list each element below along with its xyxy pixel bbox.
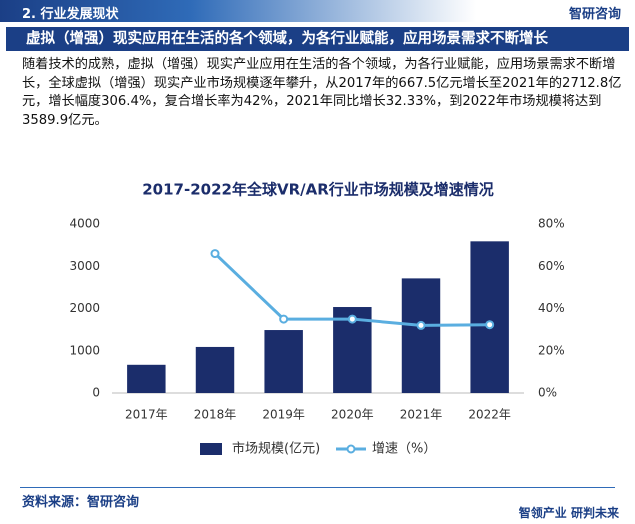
section-title: 2. 行业发展现状: [22, 7, 119, 22]
line-point: [416, 320, 426, 330]
slogan: 智领产业: [518, 506, 567, 520]
x-tick-label: 2022年: [468, 408, 511, 422]
y-tick-label: 3000: [69, 259, 100, 273]
chart: 2017-2022年全球VR/AR行业市场规模及增速情况 0 1000 2000 30…: [69, 181, 565, 457]
y2-tick-label: 80%: [538, 217, 565, 231]
bar: [470, 241, 509, 393]
x-tick-label: 2019年: [262, 408, 305, 422]
y2-tick-label: 40%: [538, 301, 565, 315]
y2-tick-label: 20%: [538, 343, 565, 357]
chart-title: 2017-2022年全球VR/AR行业市场规模及增速情况: [142, 181, 494, 199]
legend-label: 市场规模(亿元): [232, 441, 320, 457]
y-tick-label: 4000: [69, 217, 100, 231]
x-tick-label: 2017年: [125, 408, 168, 422]
x-tick-label: 2018年: [194, 408, 237, 422]
bar: [195, 346, 235, 393]
x-tick-label: 2021年: [400, 408, 443, 422]
line-point: [347, 314, 357, 324]
bar: [127, 364, 166, 393]
bar: [401, 278, 441, 393]
legend-swatch: [200, 443, 222, 455]
line-point: [210, 249, 220, 259]
logo: 智研咨询: [568, 7, 621, 22]
header-bar: [0, 0, 635, 22]
x-tick-label: 2020年: [331, 408, 374, 422]
divider: [20, 487, 615, 488]
paragraph: 随着技术的成熟，虚拟（增强）现实产业应用在生活的各个领域，为各行业赋能，应用场景…: [22, 57, 622, 128]
line-point: [485, 320, 495, 330]
source: 资料来源：智研咨询: [22, 495, 140, 510]
y2-tick-label: 60%: [538, 259, 565, 273]
legend-label: 增速（%）: [372, 442, 436, 457]
bar: [264, 330, 303, 393]
banner: 虚拟（增强）现实应用在生活的各个领域，为各行业赋能，应用场景需求不断增长: [6, 27, 629, 51]
legend-swatch: [346, 444, 356, 454]
footer: 智领产业 研判未来: [519, 504, 619, 521]
y-tick-label: 0: [92, 386, 100, 400]
slogan: 研判未来: [570, 506, 619, 520]
y2-tick-label: 0%: [538, 386, 557, 400]
y-tick-label: 1000: [69, 343, 100, 357]
y-tick-label: 2000: [69, 301, 100, 315]
line-point: [279, 314, 289, 324]
